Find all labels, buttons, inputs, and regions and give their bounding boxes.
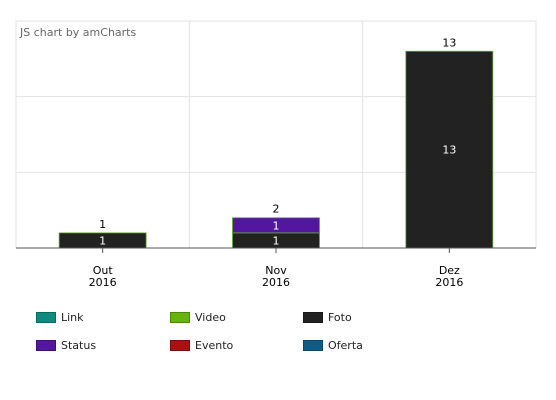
legend-swatch: [36, 339, 56, 351]
legend-label: Oferta: [328, 338, 363, 352]
chart-legend: Link Video Foto Status Evento Oferta: [36, 306, 516, 366]
legend-item-foto[interactable]: Foto: [303, 308, 352, 326]
bar-segment-foto[interactable]: [405, 50, 494, 249]
legend-item-oferta[interactable]: Oferta: [303, 336, 363, 354]
legend-label: Evento: [195, 338, 234, 352]
x-axis-tick-label: 2016: [262, 276, 290, 289]
labels-layer: 1 1 1 1 2 13 13: [99, 36, 456, 247]
legend-item-link[interactable]: Link: [36, 308, 84, 326]
chart-credit[interactable]: JS chart by amCharts: [19, 26, 136, 39]
legend-label: Link: [61, 310, 84, 324]
segment-value-label: 13: [442, 144, 456, 157]
total-value-label: 1: [99, 218, 106, 231]
legend-swatch: [170, 339, 190, 351]
segment-value-label: 1: [99, 234, 106, 247]
x-axis-tick-label: Dez: [439, 264, 460, 277]
legend-item-status[interactable]: Status: [36, 336, 96, 354]
x-axis-tick-label: 2016: [89, 276, 117, 289]
legend-item-evento[interactable]: Evento: [170, 336, 233, 354]
legend-label: Status: [61, 338, 97, 352]
legend-swatch: [303, 339, 323, 351]
x-axis-tick-label: Out: [93, 264, 114, 277]
bar-segment-status[interactable]: [232, 217, 320, 234]
legend-item-video[interactable]: Video: [170, 308, 226, 326]
segment-value-label: 1: [273, 219, 280, 232]
legend-label: Video: [195, 310, 226, 324]
x-axis-tick-label: 2016: [435, 276, 463, 289]
legend-swatch: [36, 311, 56, 323]
bars-layer: [58, 50, 494, 249]
total-value-label: 2: [273, 203, 280, 216]
legend-label: Foto: [328, 310, 352, 324]
total-value-label: 13: [442, 36, 456, 49]
segment-value-label: 1: [273, 234, 280, 247]
x-axis-tick-label: Nov: [265, 264, 287, 277]
legend-swatch: [303, 311, 323, 323]
legend-swatch: [170, 311, 190, 323]
